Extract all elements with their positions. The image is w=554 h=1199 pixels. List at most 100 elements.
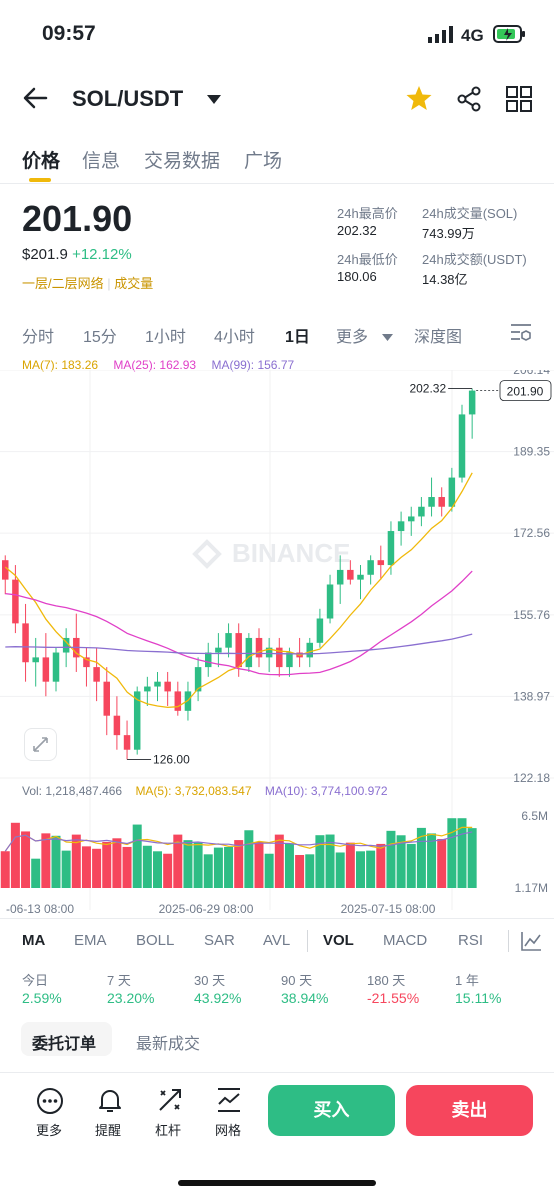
expand-icon[interactable] (24, 728, 57, 761)
tab-open-orders[interactable]: 委托订单 (32, 1036, 97, 1053)
perf-label: 30 天 (194, 973, 226, 988)
perf-value: -21.55% (367, 990, 420, 1006)
price-chart[interactable]: 206.14 189.35 172.56 155.76 138.97 122.18 BINA… (0, 370, 554, 930)
vol-sol-label: 24h成交量(SOL) (422, 206, 518, 221)
high-price-label: 202.32 (409, 382, 446, 396)
date-axis-label: 2025-07-15 08:00 (341, 902, 436, 916)
current-price-label: 201.90 (507, 385, 544, 399)
grid-menu-icon[interactable] (506, 86, 532, 117)
low-label: 24h最低价 (337, 252, 398, 267)
price-sub-row: $201.9 +12.12% (22, 246, 132, 263)
indicator-macd[interactable]: MACD (383, 932, 428, 949)
volume-bar (335, 852, 345, 888)
candle (42, 657, 50, 682)
vol-usdt-label: 24h成交额(USDT) (422, 252, 527, 267)
volume-bar (0, 851, 10, 888)
volume-bar (193, 842, 203, 888)
volume-bar (142, 845, 152, 888)
divider (508, 930, 509, 952)
candle (316, 618, 324, 643)
tab-info[interactable]: 信息 (82, 151, 121, 172)
indicator-ma[interactable]: MA (22, 932, 46, 949)
chevron-down-icon[interactable] (382, 329, 393, 347)
tab-price[interactable]: 价格 (22, 151, 61, 172)
volume-bar (396, 835, 406, 888)
sell-button[interactable]: 卖出 (406, 1085, 533, 1136)
chevron-down-icon[interactable] (207, 92, 221, 110)
tab-latest-trades[interactable]: 最新成交 (136, 1036, 201, 1053)
leverage-icon[interactable] (156, 1086, 184, 1119)
divider (0, 183, 554, 184)
tag-volume[interactable]: 成交量 (114, 276, 154, 291)
volume-bar (295, 854, 305, 888)
volume-bar (457, 818, 467, 888)
ma-line (4, 472, 473, 709)
tab-square[interactable]: 广场 (244, 151, 283, 172)
ma25-value: MA(25): 162.93 (113, 358, 197, 372)
status-time: 09:57 (42, 22, 96, 45)
candle (12, 579, 19, 624)
interval-15m[interactable]: 15分 (83, 329, 117, 346)
divider (0, 918, 554, 919)
vol-legend: Vol: 1,218,487.466 MA(5): 3,732,083.547 … (22, 784, 388, 798)
tab-trading-data[interactable]: 交易数据 (144, 151, 221, 172)
candle (347, 569, 354, 580)
star-icon[interactable] (405, 85, 433, 116)
buy-button[interactable]: 买入 (268, 1085, 395, 1136)
footer-leverage-label[interactable]: 杠杆 (155, 1123, 182, 1138)
ma99-value: MA(99): 156.77 (211, 358, 295, 372)
high-value: 202.32 (337, 223, 377, 238)
bell-icon[interactable] (96, 1086, 124, 1119)
volume-bar (234, 840, 244, 888)
watermark: BINANCE (232, 538, 350, 568)
price-axis-label: 189.35 (513, 445, 550, 459)
interval-1h[interactable]: 1小时 (145, 329, 186, 346)
candle (103, 681, 110, 716)
candle (93, 667, 100, 682)
price-axis-label: 155.76 (513, 608, 550, 622)
pair-title[interactable]: SOL/USDT (72, 86, 184, 111)
candle (22, 623, 29, 663)
volume-bar (203, 854, 213, 888)
candle (458, 414, 466, 478)
volume-bar (10, 822, 20, 888)
back-icon[interactable] (22, 86, 48, 115)
interval-1d[interactable]: 1日 (285, 329, 310, 346)
interval-timeline[interactable]: 分时 (22, 329, 55, 346)
order-tab-active[interactable] (21, 1022, 112, 1056)
more-icon[interactable] (36, 1087, 64, 1120)
price-axis-label: 138.97 (513, 689, 550, 703)
grid-trading-icon[interactable] (215, 1086, 243, 1119)
indicator-rsi[interactable]: RSI (458, 932, 484, 949)
candle (113, 715, 121, 736)
perf-label: 7 天 (107, 973, 131, 988)
high-label: 24h最高价 (337, 206, 398, 221)
indicator-avl[interactable]: AVL (263, 932, 291, 949)
price-change: +12.12% (72, 246, 132, 263)
candle (255, 637, 263, 658)
candle (357, 574, 364, 580)
share-icon[interactable] (456, 86, 482, 117)
indicator-vol[interactable]: VOL (323, 932, 354, 949)
candle (408, 516, 415, 522)
tag-layer[interactable]: 一层/二层网络 (22, 276, 104, 291)
volume-bar (284, 843, 294, 888)
volume-axis-label: 6.5M (521, 809, 548, 823)
footer-more-label[interactable]: 更多 (36, 1123, 63, 1138)
interval-4h[interactable]: 4小时 (214, 329, 255, 346)
indicator-boll[interactable]: BOLL (136, 932, 175, 949)
indicator-settings-icon[interactable] (520, 930, 542, 957)
footer-alert-label[interactable]: 提醒 (95, 1123, 122, 1138)
interval-more[interactable]: 更多 (336, 329, 369, 346)
interval-depth[interactable]: 深度图 (414, 329, 463, 346)
footer-grid-label[interactable]: 网格 (215, 1123, 242, 1138)
indicator-sar[interactable]: SAR (204, 932, 235, 949)
ma-line (5, 570, 473, 676)
volume-bar (71, 834, 81, 888)
volume-bar (163, 853, 173, 888)
last-price: 201.90 (22, 198, 133, 239)
candle (144, 686, 151, 692)
chart-settings-icon[interactable] (510, 322, 532, 347)
indicator-ema[interactable]: EMA (74, 932, 107, 949)
volume-ma-line (4, 831, 473, 852)
